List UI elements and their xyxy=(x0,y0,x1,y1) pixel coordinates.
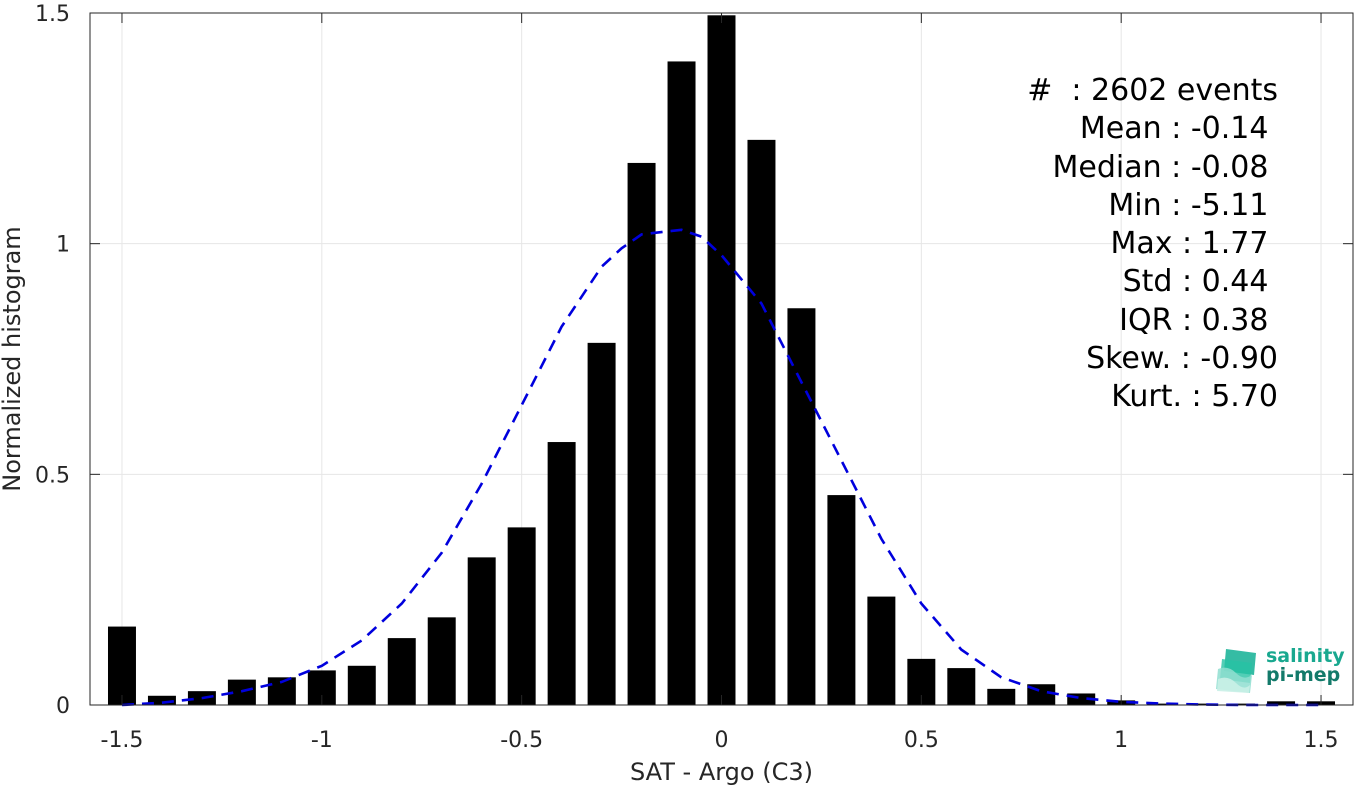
y-tick-label: 1.5 xyxy=(35,2,70,27)
y-tick-label: 1 xyxy=(56,233,70,258)
stat-skew: Skew. : -0.90 xyxy=(1086,341,1278,377)
histogram-bar xyxy=(867,596,896,705)
histogram-bar xyxy=(547,442,576,705)
histogram-bar xyxy=(947,668,976,705)
histogram-bar xyxy=(1067,693,1096,705)
stat-iqr: IQR : 0.38 xyxy=(1119,302,1278,338)
histogram-bar xyxy=(1147,703,1176,705)
histogram-bar xyxy=(667,61,696,705)
histogram-bars xyxy=(107,15,1336,706)
x-tick-label: -0.5 xyxy=(500,728,543,753)
x-axis-label: SAT - Argo (C3) xyxy=(630,758,813,786)
histogram-bar xyxy=(827,495,856,705)
y-tick-label: 0.5 xyxy=(35,463,70,488)
stat-median: Median : -0.08 xyxy=(1052,149,1278,185)
y-tick-label: 0 xyxy=(56,694,70,719)
stat-min: Min : -5.11 xyxy=(1108,187,1278,223)
histogram-bar xyxy=(347,665,376,705)
statistics-box: # : 2602 events Mean : -0.14 Median : -0… xyxy=(1027,72,1278,417)
y-axis-label: Normalized histogram xyxy=(0,226,26,491)
histogram-bar xyxy=(427,617,456,705)
histogram-bar xyxy=(747,139,776,705)
x-tick-label: -1.5 xyxy=(101,728,144,753)
histogram-bar xyxy=(1187,703,1216,705)
histogram-bar xyxy=(627,162,656,705)
histogram-bar xyxy=(107,626,136,705)
x-tick-label: 1 xyxy=(1114,728,1128,753)
salinity-pimep-logo: salinity pi-mep xyxy=(1216,645,1346,695)
stat-max: Max : 1.77 xyxy=(1110,226,1278,262)
histogram-bar xyxy=(987,688,1016,705)
stat-count: # : 2602 events xyxy=(1027,73,1278,108)
histogram-bar xyxy=(507,527,536,705)
x-tick-label: 0.5 xyxy=(904,728,939,753)
histogram-bar xyxy=(387,638,416,705)
salinity-wave-logo-icon xyxy=(1216,649,1256,693)
histogram-bar xyxy=(707,15,736,706)
histogram-bar xyxy=(147,695,176,705)
histogram-bar xyxy=(467,557,496,705)
x-tick-label: -1 xyxy=(311,728,333,753)
logo-text-line2: pi-mep xyxy=(1266,664,1341,686)
stat-std: Std : 0.44 xyxy=(1122,264,1278,300)
histogram-bar xyxy=(1267,701,1296,705)
x-tick-label: 0 xyxy=(715,728,729,753)
stat-kurt: Kurt. : 5.70 xyxy=(1111,379,1278,415)
normal-fit-curve xyxy=(121,228,1321,707)
histogram-bar xyxy=(1227,703,1256,705)
axis-ticks: -1.5 -1 -0.5 0 0.5 1 1.5 0 0.5 1 1.5 xyxy=(35,2,1353,753)
logo-text-line1: salinity xyxy=(1266,645,1345,667)
histogram-bar xyxy=(787,308,816,705)
x-tick-label: 1.5 xyxy=(1304,728,1339,753)
stat-mean: Mean : -0.14 xyxy=(1079,111,1278,147)
histogram-bar xyxy=(587,342,616,705)
